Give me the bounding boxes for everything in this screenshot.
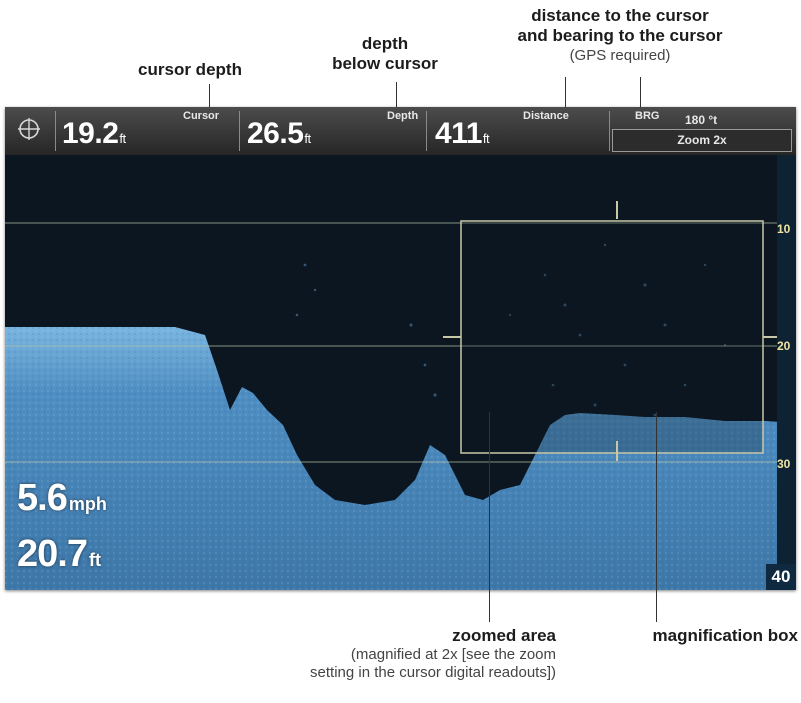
bearing-value: 180 °t: [685, 113, 718, 127]
callout-magnification-box-leader: [656, 412, 657, 622]
callout-zoomed-note-line1: (magnified at 2x [see the zoom: [350, 646, 556, 664]
callout-cursor-depth-leader: [209, 84, 210, 111]
callout-depth-below-line2: below cursor: [332, 54, 438, 74]
crosshair-icon: [18, 118, 40, 140]
scale-bottom-40: 40: [766, 564, 796, 590]
distance-number: 411: [435, 117, 482, 150]
sonar-screen: 19.2ft Cursor 26.5ft Depth 411ft Distanc…: [5, 107, 796, 590]
scale-mark-10: 10: [777, 222, 791, 236]
cursor-label: Cursor: [183, 110, 220, 122]
topbar-divider: [426, 111, 427, 151]
bearing-label: BRG: [635, 110, 660, 122]
speed-readout: 5.6 mph: [17, 477, 107, 520]
speed-value: 5.6: [17, 477, 68, 519]
digital-depth-value: 20.7: [17, 533, 88, 575]
callout-depth-below-leader: [396, 82, 397, 111]
callout-zoomed-area-leader: [489, 412, 490, 622]
distance-unit: ft: [482, 131, 490, 146]
sonar-history: [5, 155, 796, 590]
callout-distance-bearing: distance to the cursor and bearing to th…: [470, 6, 770, 65]
depth-grid: [5, 222, 777, 463]
depth-scale-bar: [777, 155, 796, 590]
digital-depth-readout: 20.7 ft: [17, 533, 101, 576]
depth-label: Depth: [387, 110, 419, 122]
depth-below-number: 26.5: [247, 117, 304, 150]
scale-mark-20: 20: [777, 339, 791, 353]
callout-bearing-leader: [640, 77, 641, 111]
cursor-depth-value: 19.2ft: [62, 117, 126, 151]
topbar-divider: [55, 111, 56, 151]
callout-distance-line2: and bearing to the cursor: [517, 26, 723, 46]
topbar-divider: [239, 111, 240, 151]
distance-value: 411ft: [435, 117, 490, 151]
callout-zoomed-area: zoomed area (magnified at 2x [see the zo…: [160, 626, 556, 682]
cursor-readout-bar: 19.2ft Cursor 26.5ft Depth 411ft Distanc…: [5, 107, 796, 156]
callout-cursor-depth-text: cursor depth: [138, 60, 242, 79]
scale-mark-30: 30: [777, 457, 791, 471]
speed-unit: mph: [68, 494, 107, 514]
callout-distance-line1: distance to the cursor: [531, 6, 709, 25]
digital-depth-unit: ft: [88, 550, 101, 570]
topbar-divider: [609, 111, 610, 151]
callout-depth-below-cursor: depth below cursor: [300, 34, 470, 75]
cursor-depth-number: 19.2: [62, 117, 119, 150]
callout-gps-note: (GPS required): [569, 46, 671, 64]
callout-zoomed-note-line2: setting in the cursor digital readouts]): [310, 664, 556, 682]
distance-label: Distance: [523, 110, 569, 122]
zoom-level-readout: Zoom 2x: [612, 129, 792, 152]
magnification-box: [460, 220, 764, 454]
callout-depth-below-line1: depth: [361, 34, 409, 53]
callout-magnification-box: magnification box: [570, 626, 798, 646]
depth-below-cursor-value: 26.5ft: [247, 117, 311, 151]
depth-below-unit: ft: [304, 131, 311, 146]
callout-magnification-box-title: magnification box: [652, 626, 798, 645]
cursor-depth-unit: ft: [119, 131, 126, 146]
callout-distance-leader: [565, 77, 566, 111]
callout-cursor-depth: cursor depth: [110, 60, 270, 80]
callout-zoomed-area-title: zoomed area: [452, 626, 556, 645]
bottom-texture: [5, 327, 796, 590]
